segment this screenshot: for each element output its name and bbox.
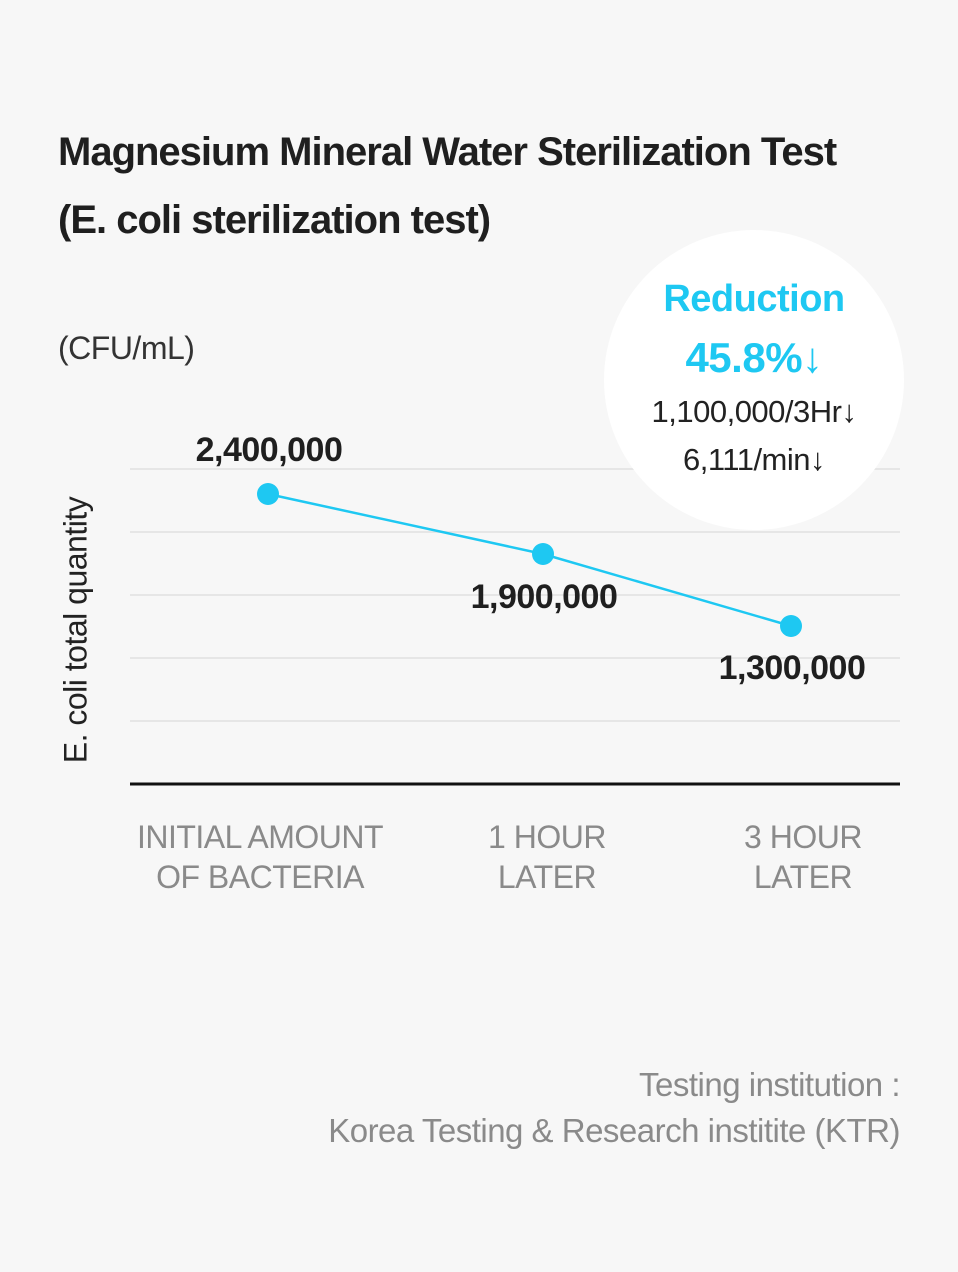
data-label: 1,300,000: [719, 649, 866, 687]
source-note: Testing institution : Korea Testing & Re…: [328, 1062, 900, 1154]
reduction-per-3hr: 1,100,000/3Hr↓: [651, 394, 857, 429]
category-label: LATER: [754, 859, 852, 895]
category-label: 3 HOUR: [744, 819, 862, 855]
category-label: INITIAL AMOUNT: [137, 819, 383, 855]
data-points: [257, 483, 802, 637]
chart-title-line2: (E. coli sterilization test): [58, 198, 491, 242]
source-line2: Korea Testing & Research institite (KTR): [328, 1112, 900, 1149]
reduction-percent: 45.8%↓: [685, 334, 823, 381]
category-label: OF BACTERIA: [156, 859, 365, 895]
reduction-per-minute: 6,111/min↓: [682, 442, 826, 477]
chart-title: Magnesium Mineral Water Sterilization Te…: [58, 118, 938, 254]
unit-label: (CFU/mL): [58, 330, 195, 366]
category-label: LATER: [498, 859, 596, 895]
reduction-title: Reduction: [663, 278, 845, 320]
data-labels: 2,400,000 1,900,000 1,300,000: [196, 431, 866, 687]
reduction-callout: Reduction 45.8%↓ 1,100,000/3Hr↓ 6,111/mi…: [604, 230, 904, 530]
chart-title-line1: Magnesium Mineral Water Sterilization Te…: [58, 130, 837, 174]
data-label: 2,400,000: [196, 431, 343, 469]
data-label: 1,900,000: [471, 578, 618, 616]
data-point: [780, 615, 802, 637]
data-point: [257, 483, 279, 505]
data-point: [532, 543, 554, 565]
source-line1: Testing institution :: [639, 1066, 900, 1103]
category-labels: INITIAL AMOUNT OF BACTERIA 1 HOUR LATER 3 HO…: [137, 819, 862, 895]
category-label: 1 HOUR: [488, 819, 606, 855]
